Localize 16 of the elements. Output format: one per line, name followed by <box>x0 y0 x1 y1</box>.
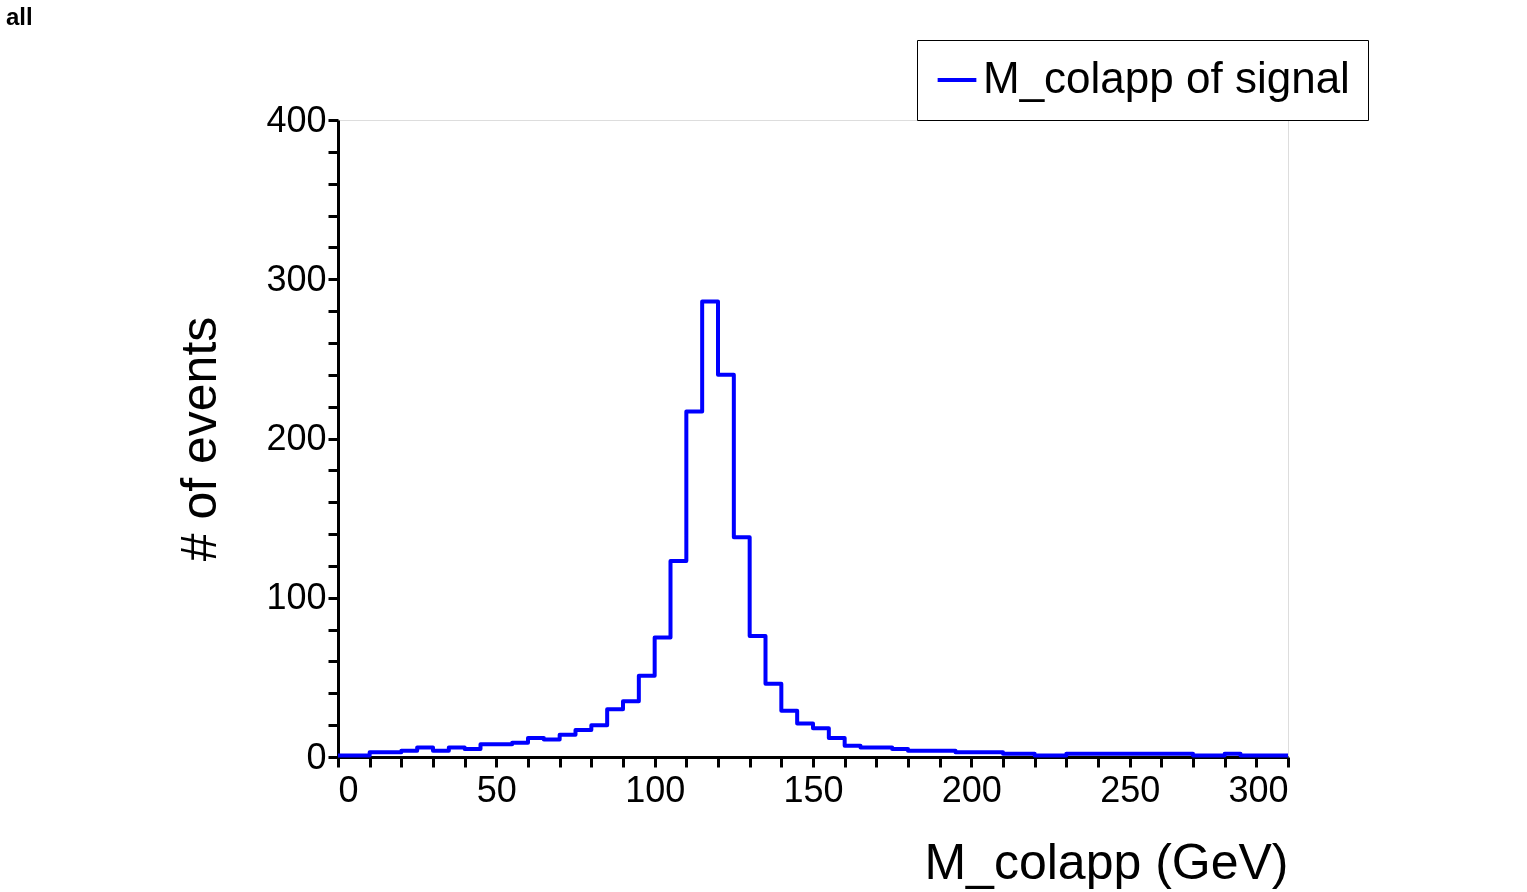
text: all <box>5 2 33 30</box>
y-tick-label: 400 <box>266 98 327 140</box>
y-tick-label: 100 <box>266 576 327 618</box>
legend-label: M_colapp of signal <box>983 53 1350 102</box>
x-tick-label: 100 <box>625 768 686 810</box>
y-tick-label: 300 <box>266 257 327 299</box>
x-tick-label: 0 <box>338 768 359 810</box>
y-axis-title: # of events <box>171 316 228 562</box>
x-tick-label: 250 <box>1100 768 1161 810</box>
x-tick-label: 150 <box>783 768 844 810</box>
x-tick-label: 200 <box>941 768 1002 810</box>
x-tick-label: 50 <box>476 768 517 810</box>
x-tick-label: 300 <box>1228 768 1289 810</box>
y-tick-label: 200 <box>266 417 327 458</box>
y-tick-label: 0 <box>306 735 327 777</box>
x-axis-title: M_colapp (GeV) <box>924 833 1289 890</box>
